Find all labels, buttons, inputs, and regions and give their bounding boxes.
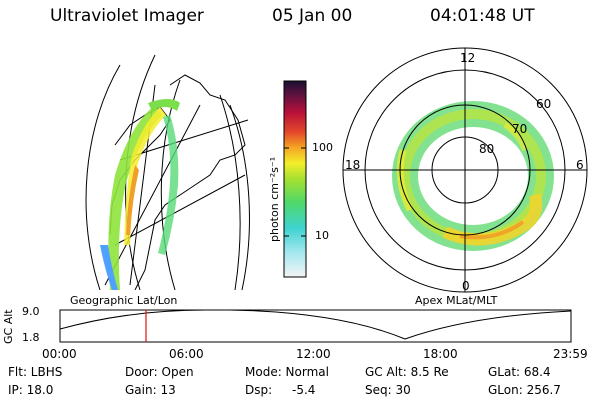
param-glat: GLat: 68.4 (488, 365, 551, 379)
lon-line (104, 104, 201, 286)
param-gc-alt: GC Alt: 8.5 Re (365, 365, 449, 379)
colorbar-unit-label: photon cm⁻²s⁻¹ (268, 156, 281, 242)
time-tick-18: 18:00 (423, 347, 458, 361)
time-tick-12: 12:00 (296, 347, 331, 361)
param-gain: Gain: 13 (125, 383, 176, 397)
date-label: 05 Jan 00 (272, 6, 353, 26)
aurora-emission (100, 99, 180, 290)
mlt-label-0: 0 (462, 279, 470, 293)
param-door: Door: Open (125, 365, 194, 379)
lat-circle (219, 94, 241, 290)
param-ip: IP: 18.0 (8, 383, 54, 397)
coastline (134, 74, 246, 290)
time-tick-2359: 23:59 (553, 347, 588, 361)
auroral-oval (392, 101, 554, 251)
altitude-curve (59, 309, 572, 340)
param-mode: Mode: Normal (245, 365, 329, 379)
polar-plot: 12 18 6 0 60 70 80 (342, 47, 588, 293)
lat-label-80: 80 (479, 142, 494, 156)
lat-circle (229, 104, 250, 290)
lat-label-70: 70 (512, 122, 527, 136)
param-filter: Flt: LBHS (8, 365, 63, 379)
colorbar-tick-100: 100 (312, 141, 333, 154)
lat-circle (85, 64, 121, 290)
param-dsp-value: -5.4 (292, 383, 316, 397)
geographic-map (85, 54, 250, 290)
colorbar (283, 80, 307, 278)
instrument-title: Ultraviolet Imager (50, 6, 204, 26)
alt-tick-1-8: 1.8 (22, 331, 40, 344)
geographic-map-label: Geographic Lat/Lon (70, 294, 178, 307)
lat-label-60: 60 (536, 97, 551, 111)
param-seq: Seq: 30 (365, 383, 411, 397)
time-label: 04:01:48 UT (430, 6, 535, 26)
mlt-label-12: 12 (460, 51, 475, 65)
mlt-label-18: 18 (345, 158, 360, 172)
alt-axis-label: GC Alt (2, 309, 15, 344)
param-glon: GLon: 256.7 (488, 383, 561, 397)
alt-tick-9: 9.0 (22, 305, 40, 318)
time-tick-06: 06:00 (169, 347, 204, 361)
apex-map-label: Apex MLat/MLT (415, 294, 498, 307)
altitude-plot: 9.0 1.8 GC Alt (2, 305, 572, 344)
param-dsp-label: Dsp: (245, 383, 273, 397)
mlt-label-6: 6 (576, 158, 584, 172)
time-tick-00: 00:00 (42, 347, 77, 361)
colorbar-tick-10: 10 (315, 229, 329, 242)
